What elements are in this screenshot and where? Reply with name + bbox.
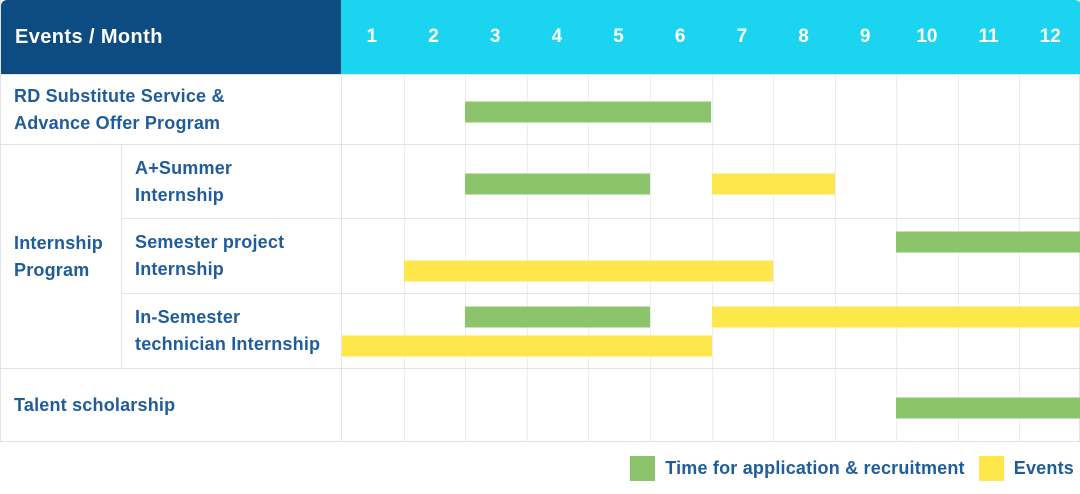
label-line: Internship <box>135 184 225 205</box>
month-grid-line <box>526 219 528 293</box>
month-header-row: 1 2 3 4 5 6 7 8 9 10 11 12 <box>341 0 1080 74</box>
label-line: Internship <box>135 259 225 279</box>
month-grid-line <box>896 219 898 293</box>
timeline-row-semester-project <box>341 218 1080 293</box>
month-grid-line <box>834 145 836 218</box>
month-grid-line <box>773 75 775 144</box>
legend-swatch-events <box>978 455 1004 481</box>
event-bar <box>711 173 835 195</box>
row-label-a-plus-summer: A+Summer Internship <box>121 144 341 218</box>
timeline-row-a-plus-summer <box>341 144 1080 218</box>
month-grid-line <box>403 145 405 218</box>
month-grid-line <box>834 294 836 368</box>
header-title-cell: Events / Month <box>1 0 341 74</box>
month-grid-line <box>465 369 467 442</box>
month-grid-line <box>957 294 959 368</box>
timeline-row-in-semester-technician <box>341 293 1080 368</box>
label-line: RD Substitute Service & <box>14 85 225 106</box>
month-grid-line <box>403 369 405 442</box>
month-grid-line <box>1019 75 1021 144</box>
month-header-9: 9 <box>859 26 871 47</box>
month-grid-line <box>1019 294 1021 368</box>
month-grid-line <box>526 369 528 442</box>
timeline-row-rd-substitute <box>341 74 1080 144</box>
month-grid-line <box>711 294 713 368</box>
month-grid-line <box>957 75 959 144</box>
month-grid-line <box>957 219 959 293</box>
month-header-1: 1 <box>366 26 378 47</box>
label-line: Advance Offer Program <box>14 112 221 133</box>
month-grid-line <box>834 369 836 442</box>
group-label-internship-program: Internship Program <box>1 144 121 368</box>
month-grid-line <box>465 219 467 293</box>
month-grid-line <box>403 294 405 368</box>
month-grid-line <box>896 294 898 368</box>
month-grid-line <box>773 294 775 368</box>
month-header-2: 2 <box>428 26 439 47</box>
month-grid-line <box>403 75 405 144</box>
application-recruitment-bar <box>465 101 712 123</box>
month-header-12: 12 <box>1039 26 1061 47</box>
month-grid-line <box>711 75 713 144</box>
legend-label-events: Events <box>1013 457 1074 478</box>
label-line: Semester project <box>135 232 285 252</box>
month-grid-line <box>526 294 528 368</box>
month-grid-line <box>588 219 590 293</box>
month-grid-line <box>773 219 775 293</box>
month-header-4: 4 <box>551 26 563 47</box>
event-bar <box>403 260 774 282</box>
month-grid-line <box>957 145 959 218</box>
legend-item-events: Events <box>978 455 1074 481</box>
row-label-rd-substitute: RD Substitute Service & Advance Offer Pr… <box>1 74 341 144</box>
month-grid-line <box>711 369 713 442</box>
header-title: Events / Month <box>15 25 163 48</box>
month-grid-line <box>1019 219 1021 293</box>
month-grid-line <box>649 294 651 368</box>
label-line: technician Internship <box>135 334 321 354</box>
label-line: Internship <box>14 232 104 253</box>
month-header-7: 7 <box>736 26 748 47</box>
events-month-table: Events / Month 1 2 3 4 5 6 7 8 9 10 11 1… <box>0 0 1080 442</box>
label-line: In-Semester <box>135 307 241 327</box>
month-grid-line <box>588 294 590 368</box>
month-header-11: 11 <box>978 26 999 47</box>
month-grid-line <box>834 75 836 144</box>
legend-item-application: Time for application & recruitment <box>630 455 965 481</box>
month-header-8: 8 <box>798 26 809 47</box>
legend-swatch-application <box>630 455 656 481</box>
label-line: Talent scholarship <box>14 395 176 415</box>
month-grid-line <box>649 145 651 218</box>
month-grid-line <box>649 369 651 442</box>
month-grid-line <box>1019 145 1021 218</box>
application-recruitment-bar <box>465 173 650 195</box>
month-header-10: 10 <box>916 26 938 47</box>
event-bar <box>711 306 1080 328</box>
month-header-5: 5 <box>613 26 624 47</box>
legend: Time for application & recruitment Event… <box>0 442 1080 494</box>
row-label-semester-project: Semester project Internship <box>121 218 341 293</box>
month-grid-line <box>465 294 467 368</box>
month-grid-line <box>834 219 836 293</box>
event-bar <box>342 335 712 357</box>
month-grid-line <box>896 75 898 144</box>
month-grid-line <box>711 219 713 293</box>
month-grid-line <box>649 219 651 293</box>
row-label-talent-scholarship: Talent scholarship <box>1 368 341 442</box>
month-grid-line <box>403 219 405 293</box>
month-grid-line <box>588 369 590 442</box>
month-grid-line <box>896 145 898 218</box>
application-recruitment-bar <box>465 306 650 328</box>
timeline-row-talent-scholarship <box>341 368 1080 442</box>
month-grid-line <box>773 369 775 442</box>
label-line: Program <box>14 259 90 280</box>
legend-label-application: Time for application & recruitment <box>665 457 965 478</box>
row-label-in-semester-technician: In-Semester technician Internship <box>121 293 341 368</box>
application-recruitment-bar <box>896 231 1080 253</box>
month-header-3: 3 <box>489 26 501 47</box>
application-recruitment-bar <box>896 397 1080 419</box>
month-header-6: 6 <box>674 26 686 47</box>
label-line: A+Summer <box>135 157 233 178</box>
